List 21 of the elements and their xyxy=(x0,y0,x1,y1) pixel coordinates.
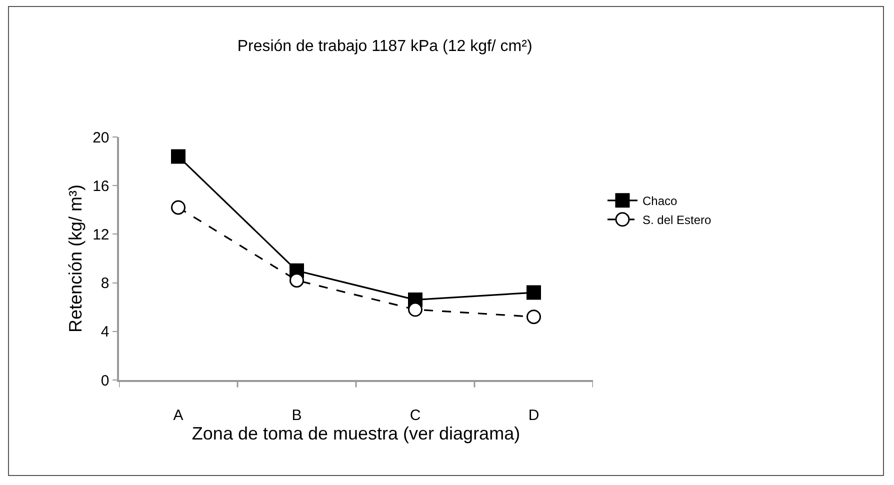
x-tick-label: A xyxy=(173,406,184,424)
x-tick-label: B xyxy=(292,406,302,424)
point xyxy=(171,200,186,215)
y-tick-label: 0 xyxy=(100,372,110,390)
x-tick-label: D xyxy=(528,406,540,424)
y-tick-label: 12 xyxy=(92,226,110,244)
y-axis-title: Retención (kg/ m³) xyxy=(65,184,86,333)
legend-label: Chaco xyxy=(642,194,678,208)
point xyxy=(526,285,541,300)
y-tick-label: 20 xyxy=(92,129,110,146)
x-axis-title: Zona de toma de muestra (ver diagrama) xyxy=(192,424,520,444)
x-tick-label: C xyxy=(410,406,421,424)
y-tick-label: 4 xyxy=(100,324,110,341)
point xyxy=(408,302,422,317)
legend-label: S. del Estero xyxy=(642,213,712,228)
point xyxy=(526,310,541,324)
y-tick-label: 8 xyxy=(100,275,110,292)
chart-title: Presión de trabajo 1187 kPa (12 kgf/ cm²) xyxy=(237,38,532,55)
point xyxy=(171,149,186,164)
point xyxy=(290,273,304,288)
y-tick-label: 16 xyxy=(92,178,110,195)
